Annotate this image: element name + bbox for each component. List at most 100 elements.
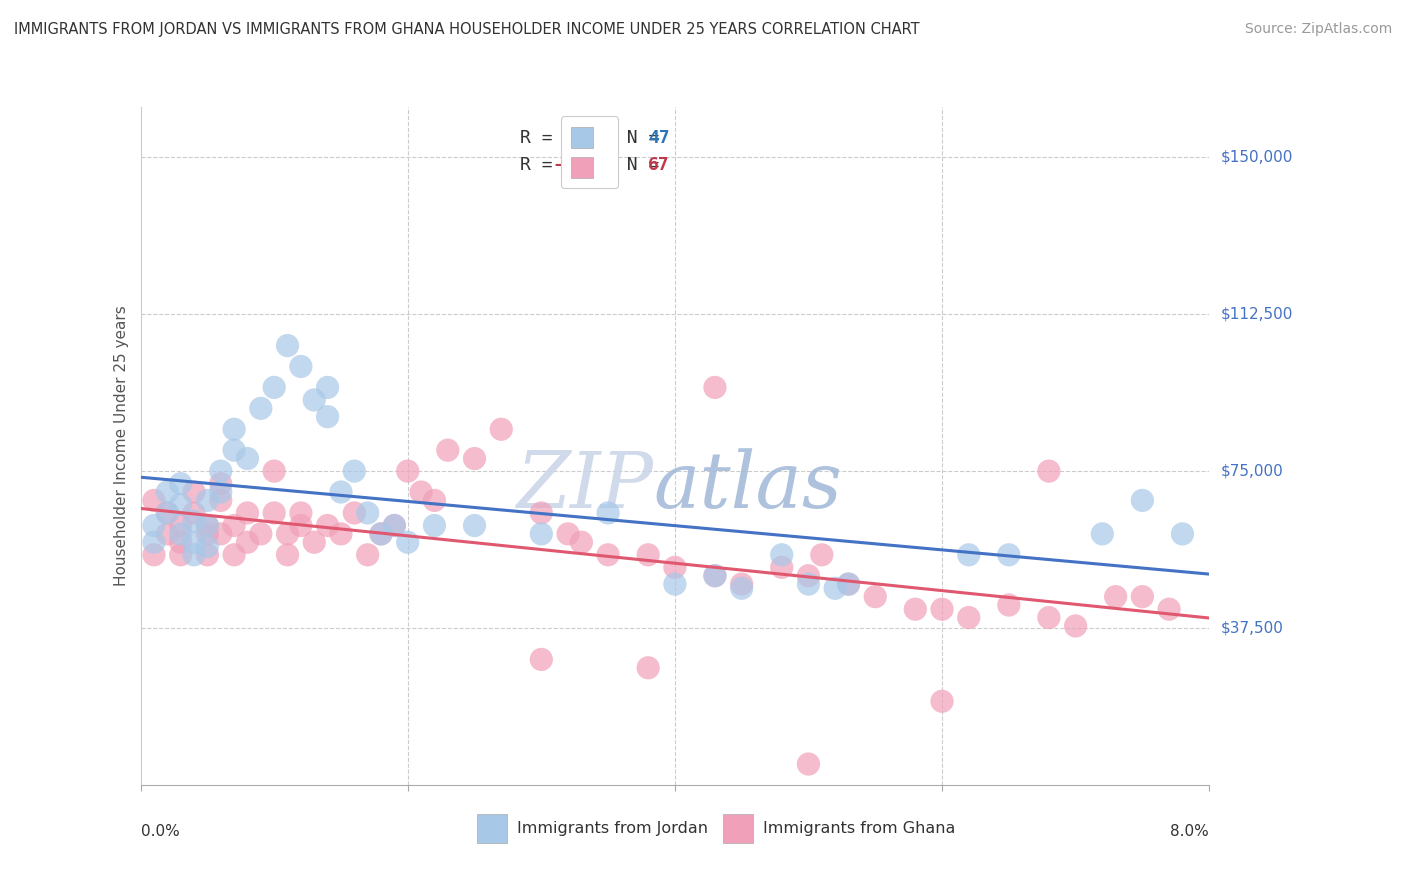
Point bbox=[731, 577, 754, 591]
Point bbox=[316, 409, 339, 424]
Text: -0.057: -0.057 bbox=[553, 156, 617, 174]
Point bbox=[209, 464, 232, 478]
Point bbox=[183, 485, 205, 500]
Point bbox=[370, 527, 392, 541]
Text: 67: 67 bbox=[648, 156, 669, 174]
Point bbox=[343, 464, 366, 478]
Point bbox=[236, 535, 259, 549]
Point bbox=[1130, 590, 1153, 604]
Point bbox=[169, 498, 191, 512]
Text: $150,000: $150,000 bbox=[1220, 150, 1292, 165]
Point bbox=[664, 577, 686, 591]
Point bbox=[530, 506, 553, 520]
Point bbox=[195, 548, 219, 562]
Point bbox=[156, 527, 179, 541]
Text: Source: ZipAtlas.com: Source: ZipAtlas.com bbox=[1244, 22, 1392, 37]
Text: R =: R = bbox=[520, 156, 564, 174]
Point bbox=[464, 451, 486, 466]
Point bbox=[1064, 619, 1087, 633]
Text: 8.0%: 8.0% bbox=[1170, 824, 1209, 838]
Point bbox=[1171, 527, 1194, 541]
Point bbox=[250, 401, 273, 416]
Point bbox=[824, 582, 846, 596]
Point bbox=[957, 610, 980, 624]
Point bbox=[957, 548, 980, 562]
Point bbox=[704, 568, 727, 582]
Text: $37,500: $37,500 bbox=[1220, 621, 1284, 635]
Point bbox=[156, 506, 179, 520]
Point bbox=[277, 338, 299, 352]
Point bbox=[571, 535, 593, 549]
Point bbox=[396, 535, 419, 549]
Point bbox=[183, 506, 205, 520]
Text: 0.0%: 0.0% bbox=[141, 824, 180, 838]
Point bbox=[156, 506, 179, 520]
Bar bbox=[723, 814, 752, 843]
Point bbox=[222, 518, 246, 533]
Point bbox=[1038, 610, 1060, 624]
Point bbox=[382, 518, 406, 533]
Point bbox=[304, 535, 326, 549]
Point bbox=[838, 577, 860, 591]
Point bbox=[263, 506, 285, 520]
Point bbox=[316, 518, 339, 533]
Point bbox=[931, 694, 953, 708]
Point bbox=[598, 548, 620, 562]
Point bbox=[491, 422, 513, 436]
Point bbox=[396, 464, 419, 478]
Point bbox=[797, 757, 820, 772]
Point bbox=[263, 464, 285, 478]
Point bbox=[143, 493, 166, 508]
Point bbox=[1038, 464, 1060, 478]
Point bbox=[195, 527, 219, 541]
Text: N =: N = bbox=[606, 128, 671, 146]
Text: R =: R = bbox=[520, 128, 564, 146]
Point bbox=[169, 476, 191, 491]
Point bbox=[236, 451, 259, 466]
Point bbox=[598, 506, 620, 520]
Point bbox=[222, 422, 246, 436]
Point bbox=[637, 661, 659, 675]
Point bbox=[437, 443, 460, 458]
Point bbox=[557, 527, 579, 541]
Point bbox=[169, 518, 191, 533]
Point bbox=[209, 476, 232, 491]
Point bbox=[330, 527, 353, 541]
Point bbox=[209, 493, 232, 508]
Text: IMMIGRANTS FROM JORDAN VS IMMIGRANTS FROM GHANA HOUSEHOLDER INCOME UNDER 25 YEAR: IMMIGRANTS FROM JORDAN VS IMMIGRANTS FRO… bbox=[14, 22, 920, 37]
Point bbox=[236, 506, 259, 520]
Point bbox=[797, 568, 820, 582]
Point bbox=[1159, 602, 1181, 616]
Text: 47: 47 bbox=[648, 128, 669, 146]
Point bbox=[263, 380, 285, 394]
Point bbox=[423, 518, 446, 533]
Point bbox=[423, 493, 446, 508]
Point bbox=[464, 518, 486, 533]
Point bbox=[143, 518, 166, 533]
Point bbox=[770, 560, 793, 574]
Point bbox=[357, 506, 380, 520]
Text: $112,500: $112,500 bbox=[1220, 307, 1292, 322]
Point bbox=[143, 548, 166, 562]
Text: $75,000: $75,000 bbox=[1220, 464, 1284, 479]
Point bbox=[195, 518, 219, 533]
Point bbox=[195, 493, 219, 508]
Point bbox=[343, 506, 366, 520]
Point bbox=[183, 548, 205, 562]
Point bbox=[904, 602, 927, 616]
Y-axis label: Householder Income Under 25 years: Householder Income Under 25 years bbox=[114, 306, 129, 586]
Point bbox=[370, 527, 392, 541]
Point bbox=[411, 485, 433, 500]
Point bbox=[156, 485, 179, 500]
Text: atlas: atlas bbox=[654, 449, 842, 524]
Text: Immigrants from Jordan: Immigrants from Jordan bbox=[517, 821, 707, 836]
Point bbox=[530, 652, 553, 666]
Point bbox=[530, 527, 553, 541]
Point bbox=[250, 527, 273, 541]
Point bbox=[770, 548, 793, 562]
Point bbox=[209, 485, 232, 500]
Point bbox=[330, 485, 353, 500]
Text: Immigrants from Ghana: Immigrants from Ghana bbox=[762, 821, 955, 836]
Point bbox=[290, 518, 312, 533]
Point bbox=[290, 506, 312, 520]
